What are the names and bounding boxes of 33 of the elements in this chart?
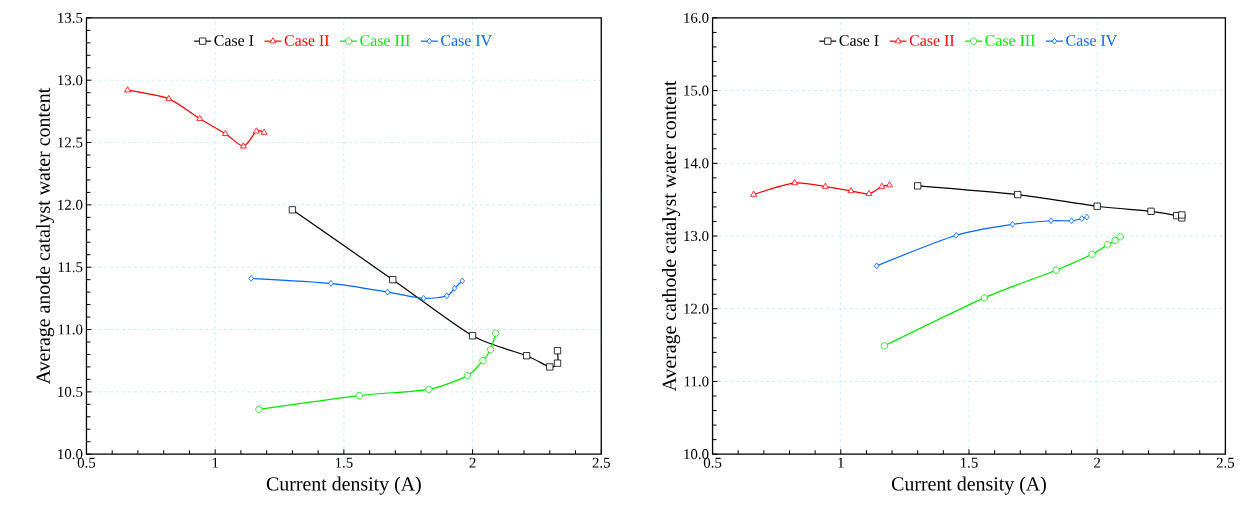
x-tick-label: 1 xyxy=(212,457,218,468)
legend-label: Case I xyxy=(839,35,879,46)
legend-label: Case II xyxy=(909,35,955,46)
legend-label: Case II xyxy=(284,35,329,46)
y-tick-label: 12.0 xyxy=(684,303,709,314)
y-tick-label: 12.0 xyxy=(58,199,83,211)
x-tick-label: 2 xyxy=(469,457,476,468)
y-axis-title: Average anode catalyst water content xyxy=(35,87,55,385)
y-tick-label: 11.5 xyxy=(58,262,83,273)
legend-label: Case IV xyxy=(1066,35,1118,47)
y-tick-label: 14.0 xyxy=(684,158,709,169)
legend-label: Case IV xyxy=(441,35,492,47)
legend-label: Case I xyxy=(214,35,254,46)
y-tick-label: 11.0 xyxy=(684,376,709,387)
y-axis-title: Average cathode catalyst water content xyxy=(662,80,681,392)
y-tick-label: 16.0 xyxy=(684,12,709,24)
y-tick-label: 15.0 xyxy=(684,85,709,96)
y-tick-label: 13.0 xyxy=(684,231,709,242)
legend-label: Case III xyxy=(360,35,410,46)
x-axis-title: Current density (A) xyxy=(891,476,1046,495)
y-tick-label: 13.0 xyxy=(58,75,83,86)
x-axis-title: Current density (A) xyxy=(266,476,421,495)
x-tick-label: 1.5 xyxy=(335,457,353,468)
y-tick-label: 11.0 xyxy=(58,324,83,335)
x-tick-label: 2 xyxy=(1094,457,1101,468)
y-tick-label: 13.5 xyxy=(58,12,83,24)
x-tick-label: 1 xyxy=(838,457,844,468)
x-tick-label: 2.5 xyxy=(1216,457,1235,468)
x-tick-label: 2.5 xyxy=(592,457,610,468)
y-tick-label: 12.5 xyxy=(58,137,83,148)
x-tick-label: 1.5 xyxy=(960,457,978,468)
legend-label: Case III xyxy=(985,35,1035,46)
y-tick-label: 10.5 xyxy=(58,386,83,398)
